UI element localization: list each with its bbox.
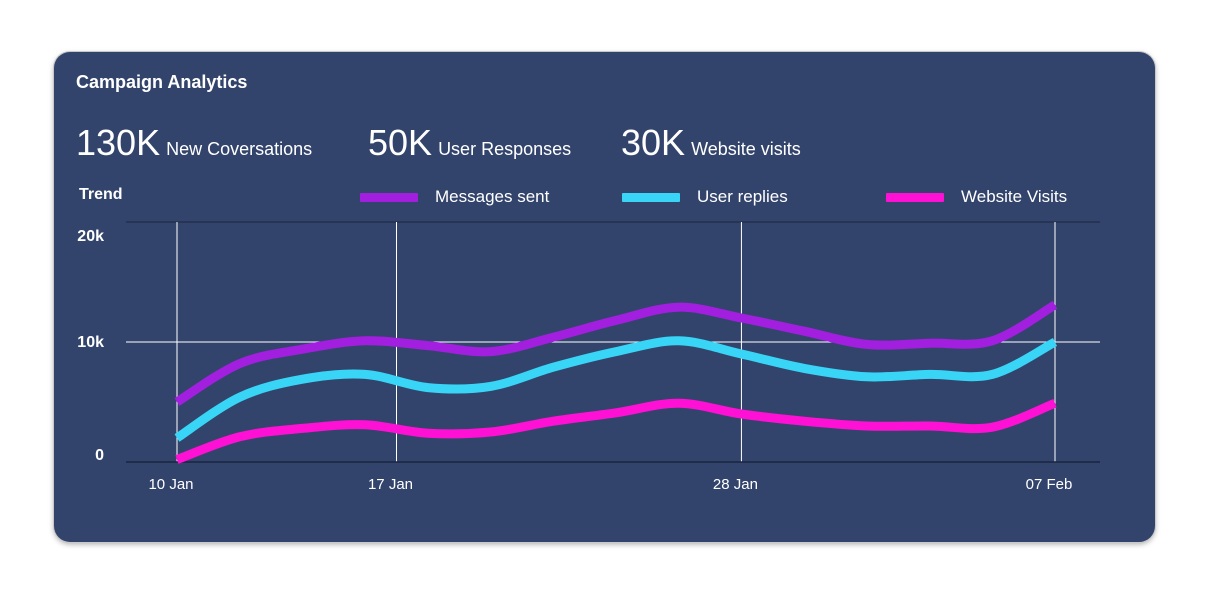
legend-item-user-replies[interactable]: User replies bbox=[622, 187, 788, 207]
kpi-value: 30K bbox=[621, 122, 686, 163]
trend-label: Trend bbox=[79, 186, 123, 203]
kpi-label: Website visits bbox=[691, 139, 801, 159]
legend-swatch bbox=[622, 192, 680, 202]
series-line-user-replies bbox=[174, 336, 1058, 442]
y-tick-label: 10k bbox=[77, 334, 104, 351]
kpi-value: 50K bbox=[368, 122, 433, 163]
card-title: Campaign Analytics bbox=[76, 72, 248, 92]
legend-item-messages-sent[interactable]: Messages sent bbox=[360, 187, 549, 207]
kpi-value: 130K bbox=[76, 122, 161, 163]
legend-swatch bbox=[886, 192, 944, 202]
kpi-website-visits: 30K Website visits bbox=[621, 122, 801, 164]
x-tick-label: 28 Jan bbox=[713, 476, 758, 493]
kpi-new-conversations: 130K New Coversations bbox=[76, 122, 312, 164]
kpi-user-responses: 50K User Responses bbox=[368, 122, 571, 164]
kpi-label: New Coversations bbox=[166, 139, 313, 159]
legend-item-website-visits[interactable]: Website Visits bbox=[886, 187, 1067, 207]
y-tick-label: 0 bbox=[95, 447, 104, 464]
legend-label: Website Visits bbox=[961, 187, 1068, 206]
legend-swatch bbox=[360, 192, 418, 202]
y-tick-label: 20k bbox=[77, 228, 104, 245]
x-tick-label: 07 Feb bbox=[1026, 476, 1073, 493]
x-tick-label: 17 Jan bbox=[368, 476, 413, 493]
legend-label: User replies bbox=[697, 187, 788, 206]
trend-line-chart: 0 10k 20k 10 Jan 17 Jan 28 Jan 07 Feb bbox=[77, 221, 1100, 493]
legend-label: Messages sent bbox=[435, 187, 550, 206]
campaign-analytics-card: Campaign Analytics 130K New Coversations … bbox=[54, 52, 1155, 542]
series-line-website-visits bbox=[175, 398, 1057, 464]
series-line-messages-sent bbox=[174, 300, 1058, 406]
kpi-label: User Responses bbox=[438, 139, 572, 159]
x-tick-label: 10 Jan bbox=[148, 476, 193, 493]
